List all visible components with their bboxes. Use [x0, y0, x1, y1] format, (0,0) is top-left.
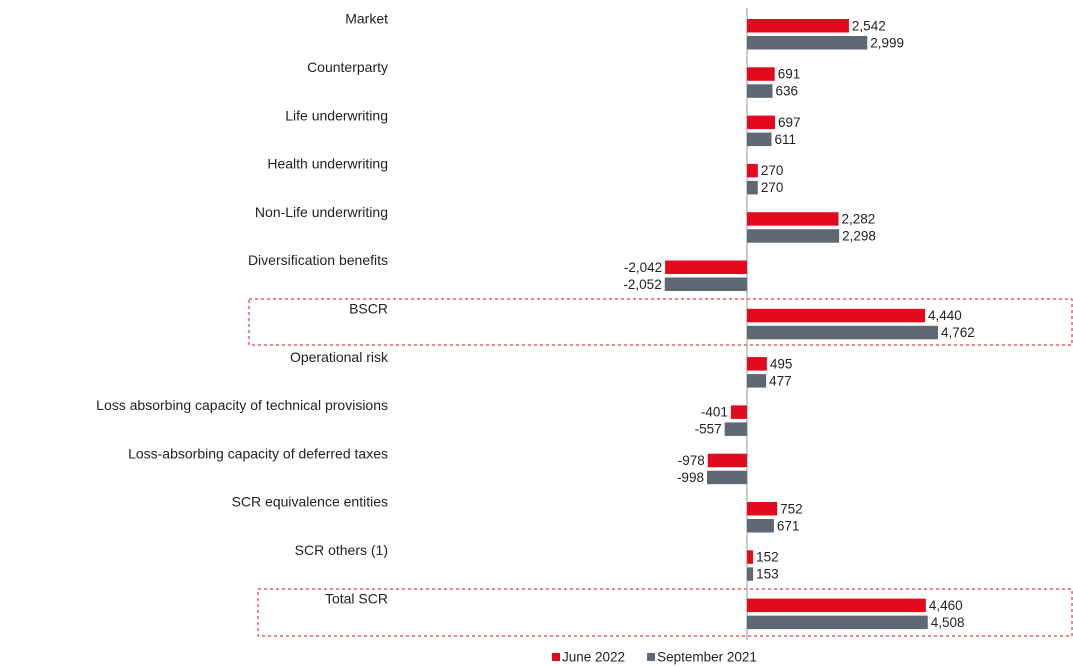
value-label: 270 — [761, 180, 784, 195]
value-label: -998 — [677, 470, 704, 485]
value-label: 2,542 — [852, 18, 886, 33]
value-label: 495 — [770, 356, 793, 371]
value-label: -401 — [701, 405, 728, 420]
legend-label: September 2021 — [657, 650, 757, 665]
bar — [747, 84, 773, 98]
category-label: Total SCR — [325, 590, 388, 606]
category-label: SCR others (1) — [295, 542, 388, 558]
bar — [664, 277, 747, 291]
value-label: 671 — [777, 518, 800, 533]
bar — [747, 357, 767, 371]
legend-swatch — [647, 653, 656, 661]
bar — [747, 308, 926, 323]
value-label: 4,762 — [941, 325, 975, 340]
category-label: Operational risk — [290, 349, 389, 365]
value-label: 636 — [776, 84, 799, 99]
value-label: -978 — [678, 453, 705, 468]
bar — [747, 132, 772, 147]
bar — [724, 422, 747, 436]
category-label: BSCR — [349, 301, 388, 317]
value-label: 4,460 — [929, 598, 963, 613]
value-label: 697 — [778, 115, 801, 130]
value-label: 2,282 — [842, 212, 876, 227]
legend-swatch — [552, 653, 560, 661]
category-label: Counterparty — [307, 59, 388, 75]
bar — [747, 615, 928, 630]
bar — [747, 325, 938, 340]
bar — [747, 180, 758, 195]
bar — [747, 36, 868, 50]
value-label: 270 — [761, 163, 784, 178]
bar — [747, 115, 775, 130]
value-label: 2,298 — [842, 229, 876, 244]
bar — [747, 163, 758, 178]
value-label: 153 — [756, 567, 779, 582]
bar — [665, 260, 747, 274]
category-label: Loss-absorbing capacity of deferred taxe… — [128, 445, 388, 461]
value-label: 611 — [775, 132, 797, 147]
value-label: 691 — [778, 67, 801, 82]
bar — [747, 67, 775, 81]
category-label: Non-Life underwriting — [255, 204, 388, 220]
category-label: Life underwriting — [285, 107, 388, 123]
bar — [706, 470, 747, 485]
bar — [747, 502, 778, 516]
value-label: 2,999 — [870, 35, 904, 50]
value-label: 4,440 — [928, 308, 962, 323]
bar — [707, 453, 747, 468]
bar — [747, 19, 849, 33]
category-label: SCR equivalence entities — [232, 494, 388, 510]
category-label: Loss absorbing capacity of technical pro… — [96, 397, 388, 413]
bar — [747, 550, 754, 564]
value-label: -2,052 — [623, 277, 661, 292]
value-label: 477 — [769, 373, 792, 388]
value-label: 4,508 — [931, 615, 965, 630]
bar — [747, 567, 754, 581]
value-label: -557 — [695, 422, 722, 437]
bar — [747, 519, 774, 533]
category-label: Market — [345, 11, 388, 27]
bar — [747, 374, 767, 388]
legend-label: June 2022 — [562, 650, 625, 665]
bar — [747, 598, 926, 613]
bar — [730, 405, 747, 419]
bar — [747, 212, 839, 226]
value-label: 152 — [756, 550, 779, 565]
highlight-box — [257, 588, 1073, 637]
value-label: 752 — [780, 501, 803, 516]
value-label: -2,042 — [624, 260, 662, 275]
category-label: Diversification benefits — [248, 252, 388, 268]
highlight-box — [248, 298, 1073, 346]
bar — [747, 229, 840, 243]
category-label: Health underwriting — [267, 156, 388, 172]
